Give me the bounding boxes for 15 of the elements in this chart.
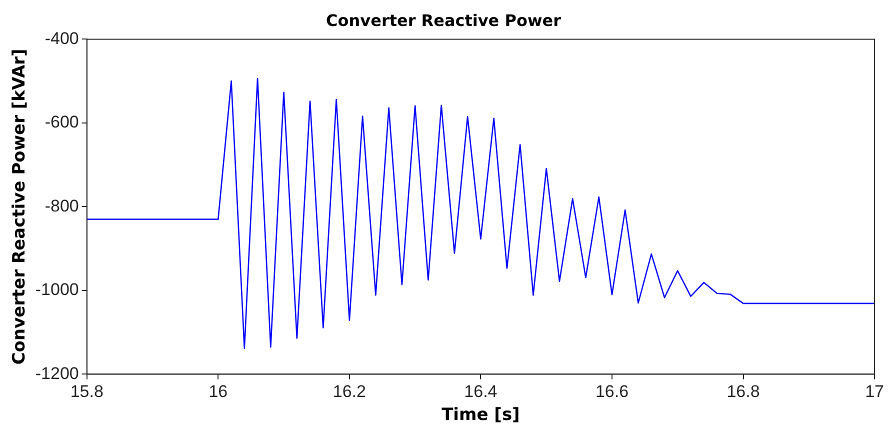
y-tick-label: -800 xyxy=(44,196,79,216)
chart-title: Converter Reactive Power xyxy=(326,10,562,30)
y-tick-label: -400 xyxy=(44,28,79,48)
x-tick-label: 15.8 xyxy=(70,382,104,402)
x-tick-label: 16.2 xyxy=(332,382,366,402)
x-axis-title: Time [s] xyxy=(442,405,520,426)
y-tick-label: -600 xyxy=(44,112,79,132)
x-tick-label: 16.4 xyxy=(464,382,498,402)
y-axis-title: Converter Reactive Power [kVAr] xyxy=(10,48,30,365)
x-tick-label: 16 xyxy=(208,382,228,402)
y-tick-label: -1200 xyxy=(35,364,79,383)
x-tick-label: 16.6 xyxy=(595,382,629,402)
x-tick-label: 16.8 xyxy=(726,382,760,402)
y-tick-label: -1000 xyxy=(35,280,79,300)
x-tick-label: 17 xyxy=(865,382,884,402)
